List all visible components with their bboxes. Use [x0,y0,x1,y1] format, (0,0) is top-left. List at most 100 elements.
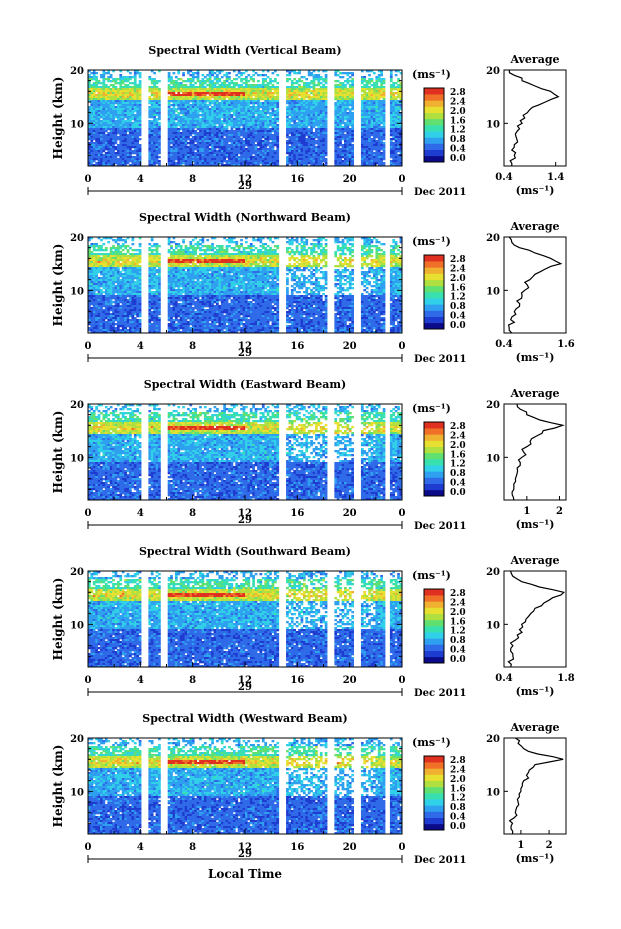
heatmap-cell [231,152,234,154]
heatmap-cell [175,148,178,150]
heatmap-cell [175,118,178,120]
heatmap-cell [185,152,188,154]
heatmap-cell [156,118,159,120]
heatmap-cell [136,136,139,138]
heatmap-cell [371,138,374,140]
heatmap-cell [173,138,176,140]
heatmap-cell [131,88,134,90]
heatmap-cell [209,94,212,96]
heatmap-cell [134,74,137,76]
heatmap-cell [291,150,294,152]
heatmap-cell [173,150,176,152]
heatmap-cell [119,144,122,146]
heatmap-cell [93,138,96,140]
heatmap-cell [301,114,304,116]
heatmap-cell [131,108,134,110]
heatmap-cell [209,80,212,82]
heatmap-cell [127,138,130,140]
heatmap-cell [233,100,236,102]
heatmap-cell [194,162,197,164]
heatmap-cell [351,148,354,150]
heatmap-cell [247,162,250,164]
heatmap-cell [112,136,115,138]
heatmap-cell [378,118,381,120]
heatmap-cell [206,92,209,94]
heatmap-cell [361,130,364,132]
heatmap-cell [368,104,371,106]
heatmap-cell [226,106,229,108]
heatmap-cell [173,148,176,150]
heatmap-cell [378,132,381,134]
heatmap-cell [368,96,371,98]
heatmap-cell [272,98,275,100]
heatmap-cell [390,150,393,152]
heatmap-cell [223,112,226,114]
heatmap-cell [243,72,246,74]
heatmap-cell [235,134,238,136]
heatmap-cell [276,88,279,90]
heatmap-cell [368,100,371,102]
heatmap-cell [317,92,320,94]
heatmap-cell [378,148,381,150]
heatmap-cell [245,114,248,116]
heatmap-cell [383,106,386,108]
colorbar-segment [424,144,444,150]
x-tick-label: 4 [137,174,144,185]
heatmap-cell [199,128,202,130]
heatmap-cell [339,116,342,118]
heatmap-cell [255,94,258,96]
heatmap-cell [192,86,195,88]
heatmap-cell [170,82,173,84]
heatmap-cell [276,94,279,96]
heatmap-cell [325,239,328,241]
heatmap-cell [269,128,272,130]
heatmap-cell [325,94,328,96]
heatmap-cell [288,132,291,134]
heatmap-cell [245,138,248,140]
heatmap-cell [334,160,337,162]
heatmap-cell [90,146,93,148]
heatmap-cell [231,88,234,90]
heatmap-cell [342,126,345,128]
heatmap-cell [303,152,306,154]
heatmap-cell [185,138,188,140]
heatmap-cell [298,110,301,112]
heatmap-cell [228,82,231,84]
heatmap-cell [262,116,265,118]
heatmap-cell [308,104,311,106]
heatmap-cell [129,146,132,148]
heatmap-cell [173,130,176,132]
heatmap-cell [291,94,294,96]
heatmap-cell [363,156,366,158]
heatmap-cell [131,130,134,132]
heatmap-cell [124,144,127,146]
heatmap-cell [238,118,241,120]
heatmap-cell [117,130,120,132]
heatmap-cell [305,128,308,130]
heatmap-cell [180,138,183,140]
heatmap-cell [366,154,369,156]
heatmap-cell [339,96,342,98]
heatmap-cell [392,104,395,106]
heatmap-cell [342,150,345,152]
heatmap-cell [245,78,248,80]
heatmap-cell [115,148,118,150]
heatmap-cell [189,100,192,102]
heatmap-cell [177,100,180,102]
heatmap-cell [95,146,98,148]
heatmap-cell [390,140,393,142]
heatmap-cell [303,122,306,124]
heatmap-cell [105,84,108,86]
heatmap-cell [112,122,115,124]
heatmap-cell [124,152,127,154]
heatmap-cell [296,108,299,110]
heatmap-cell [95,106,98,108]
heatmap-cell [129,142,132,144]
heatmap-cell [223,84,226,86]
heatmap-cell [226,146,229,148]
heatmap-cell [250,132,253,134]
heatmap-cell [325,124,328,126]
heatmap-cell [185,104,188,106]
heatmap-cell [349,84,352,86]
heatmap-cell [252,92,255,94]
